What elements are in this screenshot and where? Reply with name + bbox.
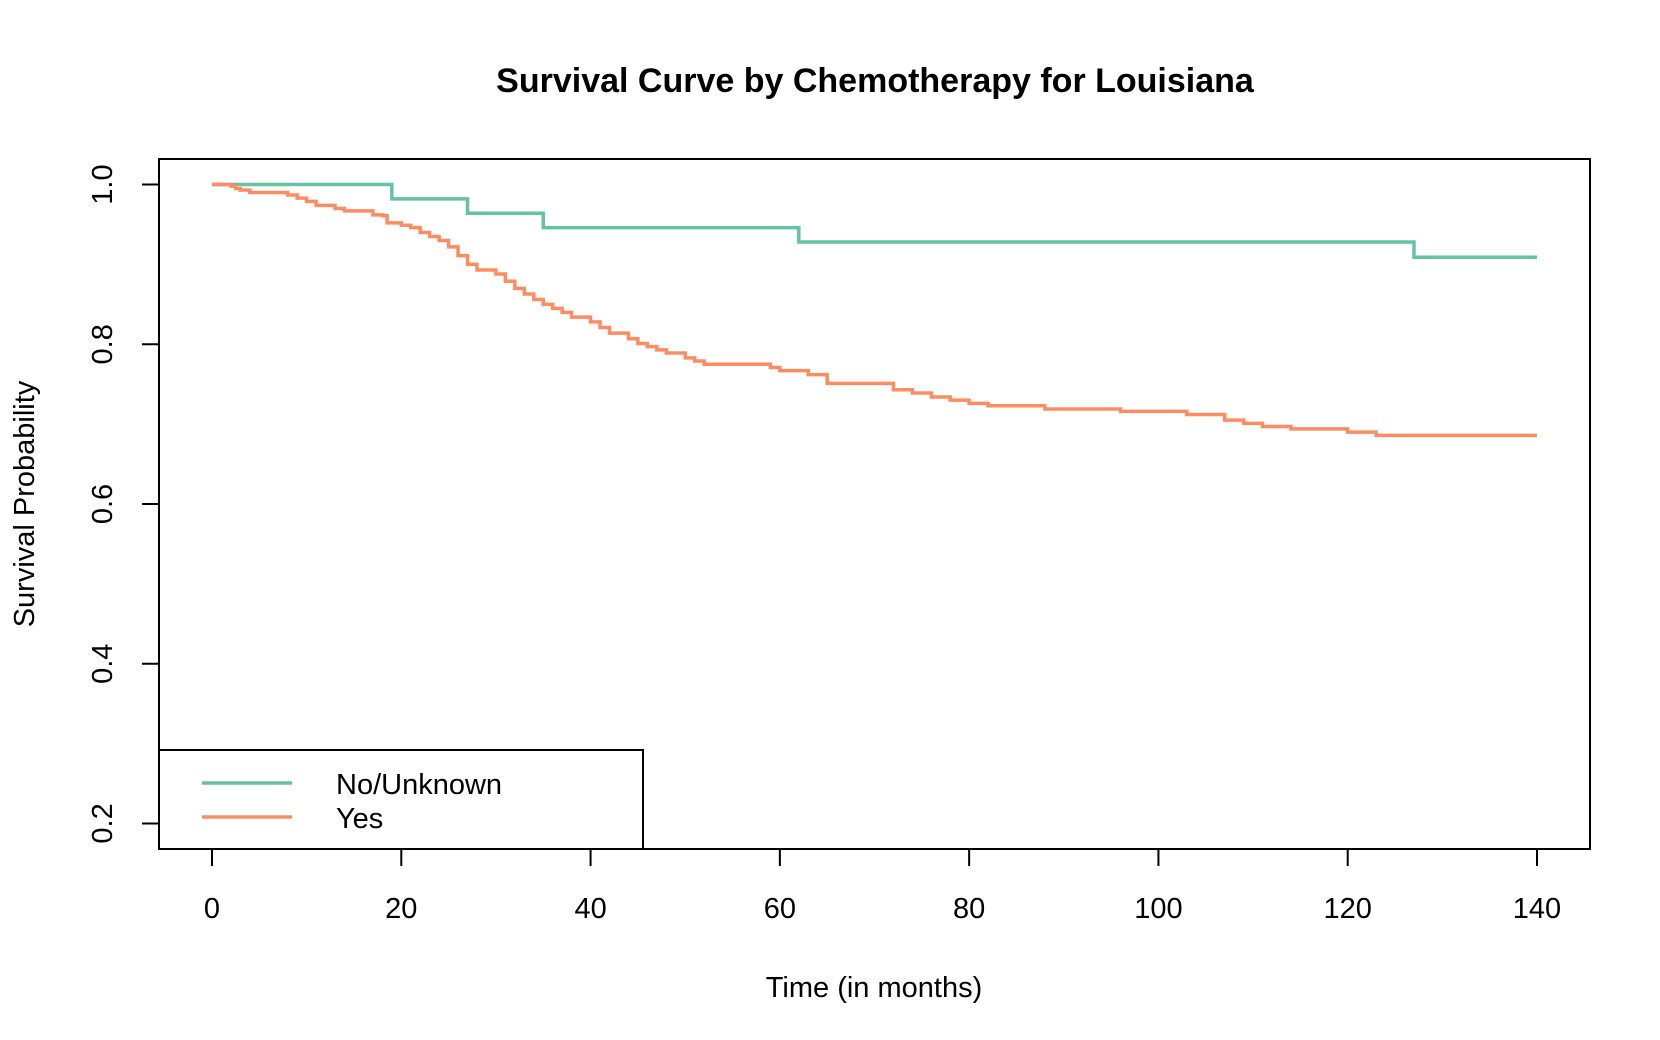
- y-tick-label: 0.6: [87, 484, 119, 524]
- series-line-yes: [212, 182, 1537, 438]
- legend-label-yes: Yes: [336, 803, 383, 835]
- y-axis: 0.2 0.4 0.6 0.8 1.0: [87, 164, 160, 844]
- y-tick-label: 0.2: [87, 803, 119, 843]
- x-axis: 0 20 40 60 80 100 120 140: [204, 848, 1561, 925]
- legend-label-no-unknown: No/Unknown: [336, 769, 502, 801]
- x-axis-label: Time (in months): [766, 972, 982, 1004]
- y-tick-label: 0.4: [87, 644, 119, 684]
- y-tick-label: 1.0: [87, 164, 119, 204]
- x-tick-label: 140: [1513, 893, 1561, 925]
- y-axis-label: Survival Probability: [9, 380, 41, 627]
- x-tick-label: 20: [385, 893, 417, 925]
- series-layer: [212, 182, 1537, 438]
- x-tick-label: 60: [764, 893, 796, 925]
- x-tick-label: 100: [1134, 893, 1182, 925]
- legend: No/Unknown Yes: [158, 749, 644, 850]
- x-tick-label: 80: [953, 893, 985, 925]
- x-tick-label: 40: [574, 893, 606, 925]
- x-tick-label: 120: [1324, 893, 1372, 925]
- x-tick-label: 0: [204, 893, 220, 925]
- series-line-no-unknown: [212, 182, 1537, 259]
- plot-frame: [158, 158, 1591, 850]
- y-tick-label: 0.8: [87, 324, 119, 364]
- chart-title: Survival Curve by Chemotherapy for Louis…: [496, 62, 1255, 100]
- legend-box: [158, 749, 644, 850]
